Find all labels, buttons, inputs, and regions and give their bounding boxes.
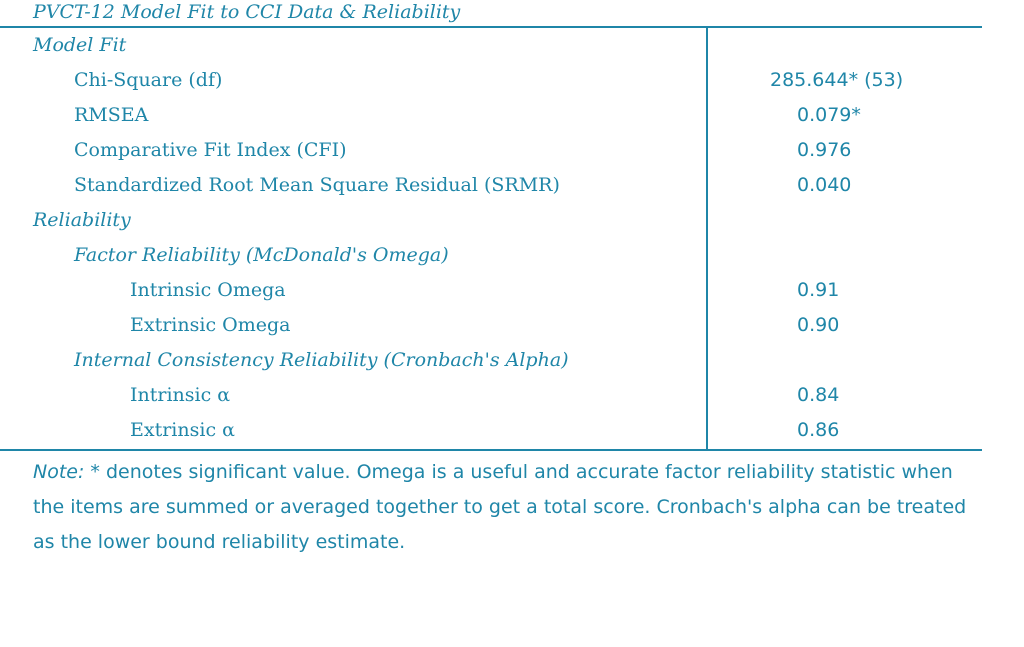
row-value: 0.91 — [797, 279, 840, 301]
table-row: Extrinsic Omega 0.90 — [0, 308, 982, 343]
section-heading-reliability: Reliability — [33, 209, 131, 231]
table-row: Extrinsic α 0.86 — [0, 413, 982, 448]
row-label: Comparative Fit Index (CFI) — [74, 139, 347, 161]
table-row: Standardized Root Mean Square Residual (… — [0, 168, 982, 203]
table-row: Model Fit — [0, 28, 982, 63]
note-text: * denotes significant value. Omega is a … — [33, 461, 967, 553]
row-label: Intrinsic α — [130, 384, 231, 406]
note-label: Note: — [33, 461, 85, 483]
table-row: Intrinsic α 0.84 — [0, 378, 982, 413]
row-value: 0.079* — [797, 104, 861, 126]
row-label: RMSEA — [74, 104, 149, 126]
row-value: 0.90 — [797, 314, 840, 336]
section-heading-model-fit: Model Fit — [33, 34, 127, 56]
table-row: Internal Consistency Reliability (Cronba… — [0, 343, 982, 378]
table-note: Note: * denotes significant value. Omega… — [33, 455, 978, 560]
row-label: Standardized Root Mean Square Residual (… — [74, 174, 560, 196]
row-value: 0.976 — [797, 139, 852, 161]
table-row: Chi-Square (df) 285.644* (53) — [0, 63, 982, 98]
column-divider — [706, 27, 708, 450]
bottom-rule — [0, 449, 982, 451]
row-value: 0.040 — [797, 174, 852, 196]
top-rule — [0, 26, 982, 28]
subsection-heading: Internal Consistency Reliability (Cronba… — [74, 349, 569, 371]
table-row: Comparative Fit Index (CFI) 0.976 — [0, 133, 982, 168]
table-row: RMSEA 0.079* — [0, 98, 982, 133]
row-label: Chi-Square (df) — [74, 69, 223, 91]
row-value: 0.86 — [797, 419, 840, 441]
subsection-heading: Factor Reliability (McDonald's Omega) — [74, 244, 449, 266]
table-row: Reliability — [0, 203, 982, 238]
row-label: Extrinsic Omega — [130, 314, 291, 336]
row-value: 0.84 — [797, 384, 840, 406]
table-title: PVCT-12 Model Fit to CCI Data & Reliabil… — [33, 1, 461, 23]
table-row: Intrinsic Omega 0.91 — [0, 273, 982, 308]
table-row: Factor Reliability (McDonald's Omega) — [0, 238, 982, 273]
row-label: Extrinsic α — [130, 419, 235, 441]
row-value: 285.644* (53) — [770, 69, 904, 91]
row-label: Intrinsic Omega — [130, 279, 286, 301]
